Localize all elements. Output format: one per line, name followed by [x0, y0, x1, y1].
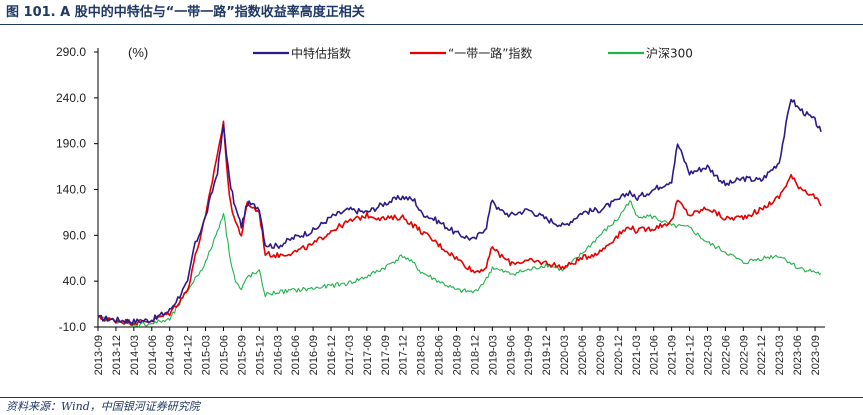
- x-tick-label: 2020-09: [595, 335, 607, 375]
- x-tick-label: 2022-06: [720, 335, 732, 375]
- chart-legend: 中特估指数 “一带一路”指数 沪深300: [253, 46, 693, 61]
- x-tick-label: 2015-09: [236, 335, 248, 375]
- y-tick-label: 40.0: [63, 274, 87, 288]
- x-tick-label: 2014-03: [129, 335, 141, 375]
- figure-title: 图 101. A 股中的中特估与“一带一路”指数收益率高度正相关: [6, 5, 365, 20]
- x-tick-label: 2015-12: [254, 335, 266, 375]
- x-tick-label: 2019-12: [541, 335, 553, 375]
- x-tick-label: 2020-06: [577, 335, 589, 375]
- x-tick-label: 2020-03: [559, 335, 571, 375]
- x-tick-label: 2014-09: [165, 335, 177, 375]
- x-tick-label: 2016-03: [272, 335, 284, 375]
- y-tick-label: 190.0: [56, 137, 86, 151]
- x-tick-label: 2016-06: [290, 335, 302, 375]
- x-tick-label: 2023-03: [774, 335, 786, 375]
- x-tick-label: 2019-03: [487, 335, 499, 375]
- y-tick-label: 290.0: [56, 45, 86, 59]
- source-rule: [0, 397, 863, 398]
- series-group: [97, 98, 822, 328]
- x-tick-label: 2018-12: [469, 335, 481, 375]
- x-tick-label: 2017-06: [362, 335, 374, 375]
- y-tick-label: 240.0: [56, 91, 86, 105]
- x-tick-label: 2021-06: [649, 335, 661, 375]
- x-tick-label: 2019-06: [505, 335, 517, 375]
- chart-axes: 290.0 240.0 190.0 140.0 90.0 40.0 -10.0 2013-09…: [56, 45, 825, 375]
- x-tick-label: 2015-03: [201, 335, 213, 375]
- y-tick-label: 90.0: [63, 228, 87, 242]
- x-tick-label: 2016-12: [326, 335, 338, 375]
- series-line-2: [97, 200, 822, 328]
- legend-label-1: “一带一路”指数: [448, 46, 532, 61]
- x-tick-label: 2023-06: [792, 335, 804, 375]
- line-chart: 290.0 240.0 190.0 140.0 90.0 40.0 -10.0 2013-09…: [56, 45, 825, 375]
- x-tick-label: 2021-03: [631, 335, 643, 375]
- x-tick-label: 2021-09: [667, 335, 679, 375]
- x-tick-label: 2018-06: [434, 335, 446, 375]
- x-tick-label: 2021-12: [685, 335, 697, 375]
- x-tick-label: 2014-06: [147, 335, 159, 375]
- x-tick-label: 2017-09: [380, 335, 392, 375]
- series-line-1: [97, 120, 822, 326]
- x-tick-label: 2013-09: [93, 335, 105, 375]
- x-tick-label: 2018-09: [452, 335, 464, 375]
- legend-label-2: 沪深300: [646, 47, 693, 61]
- series-line-0: [97, 98, 822, 325]
- x-tick-label: 2022-09: [738, 335, 750, 375]
- x-tick-label: 2023-09: [810, 335, 822, 375]
- x-tick-label: 2017-12: [398, 335, 410, 375]
- title-rule: [0, 24, 863, 25]
- x-tick-label: 2019-09: [523, 335, 535, 375]
- source-note: 资料来源：Wind，中国银河证券研究院: [6, 400, 200, 413]
- x-tick-label: 2020-12: [613, 335, 625, 375]
- y-unit-label: (%): [128, 45, 148, 60]
- y-tick-label: -10.0: [59, 320, 87, 334]
- legend-label-0: 中特估指数: [291, 46, 351, 61]
- x-tick-label: 2022-12: [756, 335, 768, 375]
- x-tick-label: 2015-06: [218, 335, 230, 375]
- x-tick-label: 2016-09: [308, 335, 320, 375]
- y-tick-label: 140.0: [56, 183, 86, 197]
- x-tick-label: 2013-12: [111, 335, 123, 375]
- x-tick-label: 2022-03: [702, 335, 714, 375]
- x-tick-label: 2018-03: [416, 335, 428, 375]
- x-tick-label: 2014-12: [183, 335, 195, 375]
- x-tick-label: 2017-03: [344, 335, 356, 375]
